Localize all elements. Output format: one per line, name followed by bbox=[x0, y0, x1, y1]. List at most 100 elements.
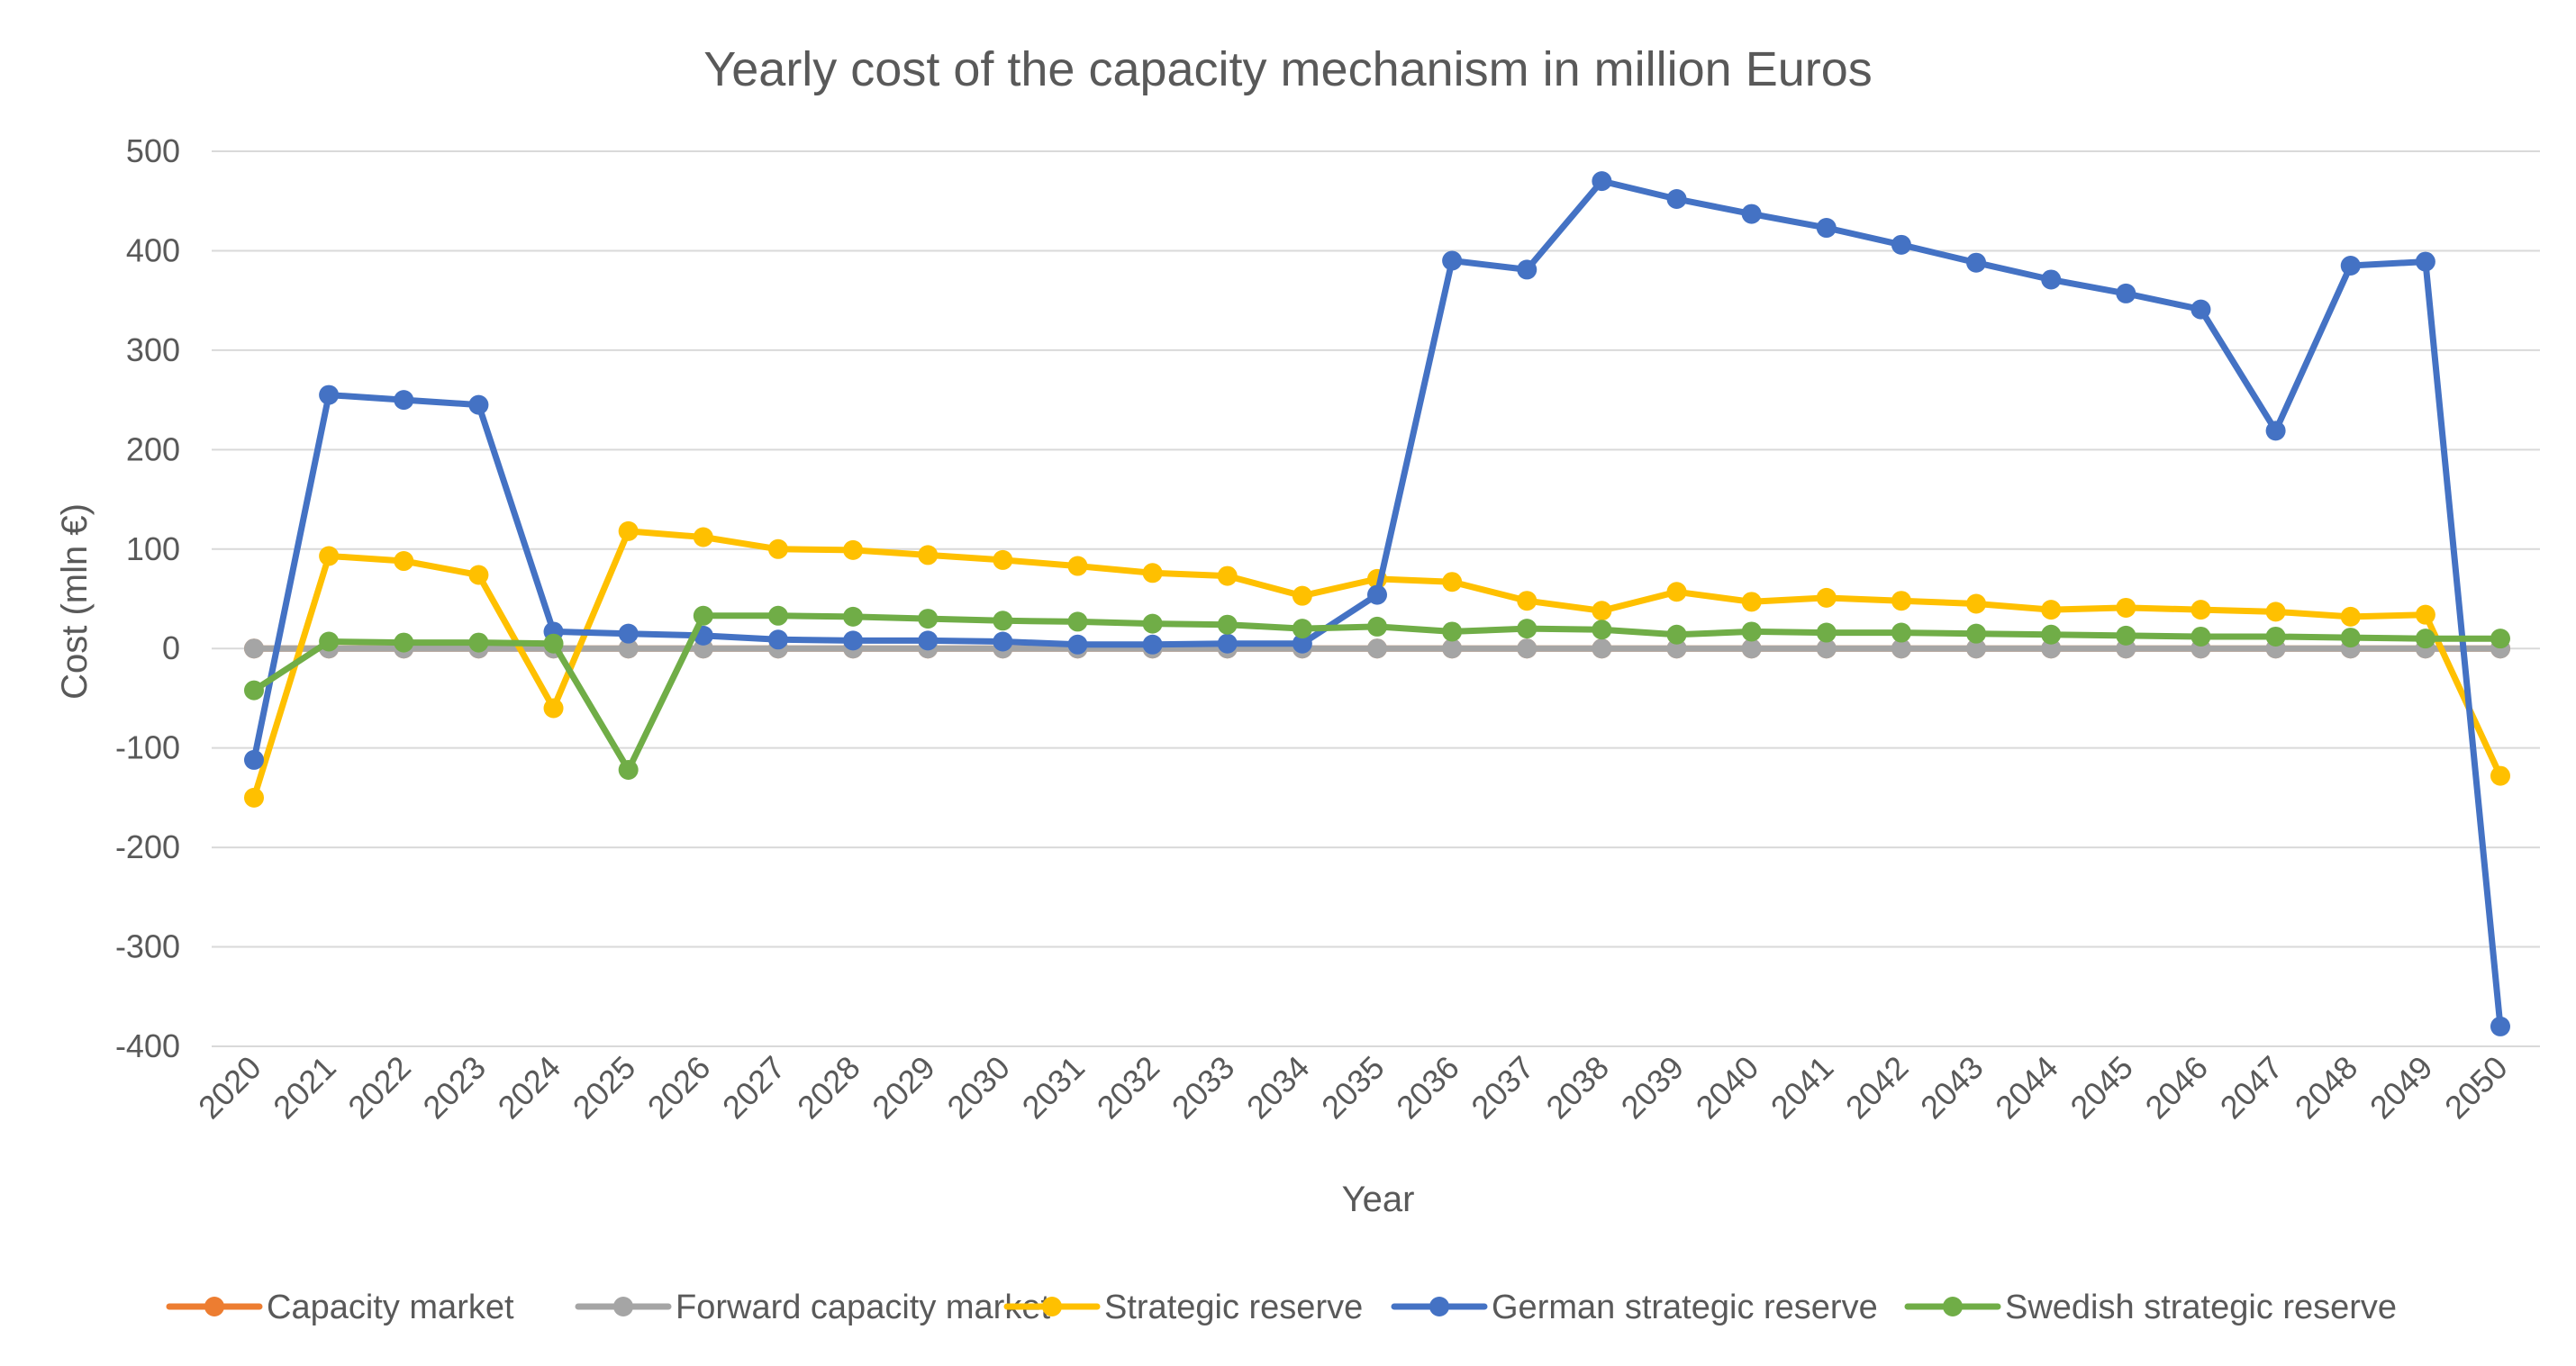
x-tick-label: 2020 bbox=[191, 1049, 268, 1126]
x-tick-label: 2021 bbox=[266, 1049, 343, 1126]
series-german-strategic-reserve bbox=[244, 171, 2510, 1036]
data-point bbox=[1966, 252, 1987, 273]
x-tick-label: 2049 bbox=[2363, 1049, 2440, 1126]
data-point bbox=[2265, 626, 2286, 647]
legend-swatch-marker bbox=[1943, 1297, 1963, 1316]
y-tick-label: 200 bbox=[126, 430, 180, 467]
data-point bbox=[1816, 587, 1837, 608]
data-point bbox=[394, 390, 414, 411]
x-tick-label: 2040 bbox=[1689, 1049, 1766, 1126]
data-point bbox=[1217, 565, 1238, 586]
data-point bbox=[693, 605, 713, 626]
x-tick-label: 2031 bbox=[1014, 1049, 1092, 1126]
data-point bbox=[2116, 283, 2136, 303]
data-point bbox=[993, 631, 1013, 652]
x-tick-label: 2043 bbox=[1913, 1049, 1991, 1126]
legend-swatch-marker bbox=[1042, 1297, 1062, 1316]
data-point bbox=[1292, 619, 1312, 639]
data-point bbox=[1517, 638, 1537, 659]
data-point bbox=[1816, 622, 1837, 643]
legend-label: German strategic reserve bbox=[1492, 1289, 1878, 1326]
y-tick-label: 0 bbox=[162, 629, 180, 666]
legend-item: Swedish strategic reserve bbox=[1904, 1289, 2397, 1326]
data-point bbox=[2490, 629, 2510, 649]
data-point bbox=[1816, 218, 1837, 239]
y-tick-label: 300 bbox=[126, 331, 180, 368]
data-point bbox=[918, 545, 939, 565]
data-point bbox=[843, 630, 864, 651]
data-point bbox=[1517, 591, 1537, 611]
data-point bbox=[1592, 638, 1612, 659]
x-tick-label: 2050 bbox=[2437, 1049, 2515, 1126]
x-tick-label: 2027 bbox=[715, 1049, 793, 1126]
x-tick-label: 2033 bbox=[1165, 1049, 1242, 1126]
x-tick-label: 2037 bbox=[1464, 1049, 1541, 1126]
y-tick-label: -400 bbox=[115, 1027, 180, 1064]
legend-swatch-marker bbox=[1429, 1297, 1449, 1316]
data-point bbox=[1217, 614, 1238, 635]
data-point bbox=[1816, 638, 1837, 659]
x-tick-label: 2048 bbox=[2288, 1049, 2365, 1126]
data-point bbox=[2490, 1016, 2510, 1036]
data-point bbox=[1741, 592, 1762, 612]
data-point bbox=[1741, 621, 1762, 642]
data-point bbox=[1666, 582, 1687, 602]
data-point bbox=[2191, 299, 2211, 320]
data-point bbox=[2191, 626, 2211, 647]
series-swedish-strategic-reserve bbox=[244, 605, 2510, 780]
data-point bbox=[1067, 556, 1088, 576]
data-point bbox=[843, 606, 864, 627]
x-tick-label: 2041 bbox=[1764, 1049, 1841, 1126]
x-tick-label: 2024 bbox=[491, 1049, 568, 1126]
x-tick-label: 2022 bbox=[340, 1049, 418, 1126]
data-point bbox=[618, 759, 639, 780]
data-point bbox=[2116, 597, 2136, 618]
data-point bbox=[2116, 625, 2136, 646]
data-point bbox=[1666, 189, 1687, 210]
y-tick-label: 100 bbox=[126, 530, 180, 567]
data-point bbox=[2265, 602, 2286, 622]
data-point bbox=[244, 749, 264, 770]
data-point bbox=[1367, 638, 1387, 659]
data-point bbox=[993, 611, 1013, 631]
x-tick-label: 2025 bbox=[566, 1049, 643, 1126]
data-point bbox=[618, 623, 639, 644]
x-tick-label: 2035 bbox=[1314, 1049, 1392, 1126]
data-point bbox=[2415, 629, 2435, 649]
data-point bbox=[843, 539, 864, 560]
y-tick-label: -200 bbox=[115, 828, 180, 865]
data-point bbox=[319, 631, 340, 652]
data-point bbox=[1142, 563, 1163, 583]
data-point bbox=[1741, 204, 1762, 224]
data-point bbox=[1592, 601, 1612, 621]
data-point bbox=[1367, 616, 1387, 637]
legend-item: Forward capacity market bbox=[575, 1289, 1050, 1326]
data-point bbox=[1292, 633, 1312, 654]
x-axis-ticks: 2020202120222023202420252026202720282029… bbox=[191, 1049, 2515, 1126]
legend-swatch-marker bbox=[613, 1297, 633, 1316]
x-tick-label: 2047 bbox=[2213, 1049, 2290, 1126]
legend-label: Forward capacity market bbox=[676, 1289, 1050, 1326]
data-point bbox=[693, 527, 713, 547]
y-tick-label: -300 bbox=[115, 928, 180, 965]
x-tick-label: 2032 bbox=[1090, 1049, 1167, 1126]
data-point bbox=[2340, 606, 2361, 627]
data-point bbox=[767, 605, 788, 626]
data-point bbox=[1966, 593, 1987, 614]
x-tick-label: 2026 bbox=[640, 1049, 718, 1126]
data-point bbox=[2041, 269, 2062, 290]
legend-item: Capacity market bbox=[166, 1289, 514, 1326]
data-point bbox=[1666, 624, 1687, 645]
data-point bbox=[1891, 591, 1911, 611]
y-axis-ticks: 500 400 300 200 100 0 -100 -200 -300 -400 bbox=[115, 132, 180, 1064]
x-tick-label: 2029 bbox=[865, 1049, 942, 1126]
data-point bbox=[1966, 623, 1987, 644]
data-point bbox=[244, 680, 264, 701]
data-point bbox=[1891, 638, 1911, 659]
y-axis-label: Cost (mln €) bbox=[55, 503, 95, 700]
data-point bbox=[918, 630, 939, 651]
legend-item: Strategic reserve bbox=[1003, 1289, 1363, 1326]
legend-label: Capacity market bbox=[267, 1289, 514, 1326]
